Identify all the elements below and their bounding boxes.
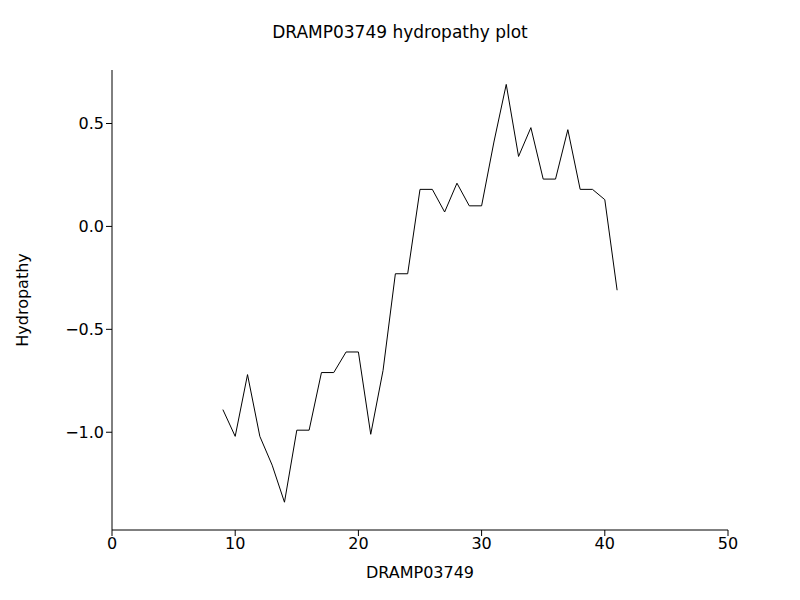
svg-text:0.0: 0.0	[79, 217, 104, 236]
svg-text:DRAMP03749: DRAMP03749	[366, 563, 474, 582]
svg-text:20: 20	[348, 534, 368, 553]
svg-text:50: 50	[718, 534, 738, 553]
svg-text:−0.5: −0.5	[65, 320, 104, 339]
svg-text:0: 0	[107, 534, 117, 553]
svg-text:30: 30	[471, 534, 491, 553]
svg-text:40: 40	[595, 534, 615, 553]
svg-text:−1.0: −1.0	[65, 423, 104, 442]
svg-text:10: 10	[225, 534, 245, 553]
html-text:DRAMP03749 hydropathy plot: DRAMP03749 hydropathy plot	[272, 22, 528, 42]
svg-text:Hydropathy: Hydropathy	[13, 253, 32, 347]
svg-text:0.5: 0.5	[79, 114, 104, 133]
